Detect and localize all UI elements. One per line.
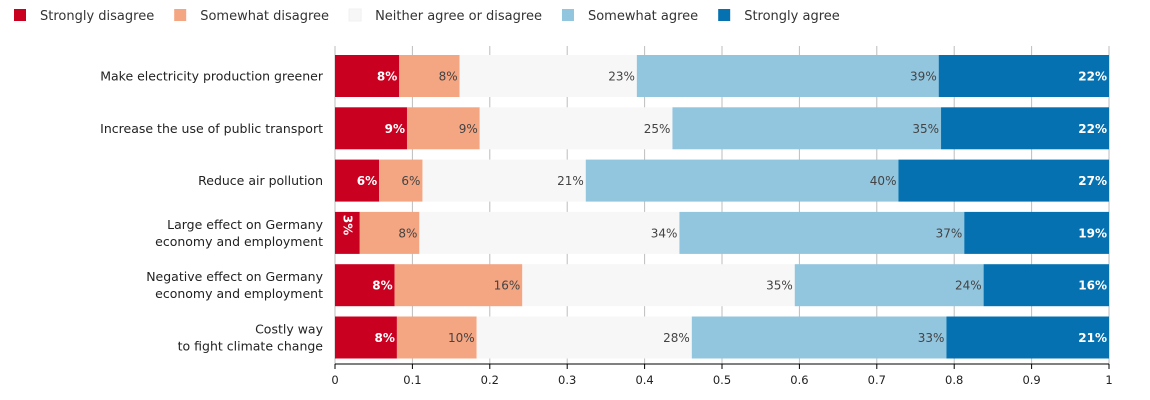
- data-label: 8%: [375, 331, 395, 345]
- data-label: 8%: [439, 70, 458, 84]
- bar-neither-agree-or-disagree: [522, 264, 795, 307]
- legend-label-strongly-agree: Strongly agree: [744, 9, 840, 24]
- data-label: 39%: [910, 70, 937, 84]
- x-tick-label: 0.3: [558, 373, 576, 387]
- legend-label-strongly-disagree: Strongly disagree: [40, 9, 154, 24]
- x-tick-label: 0.4: [635, 373, 653, 387]
- data-label: 6%: [401, 174, 420, 188]
- data-label: 10%: [448, 331, 475, 345]
- bar-strongly-agree: [941, 107, 1109, 150]
- x-axis: 0 0.1 0.2 0.3 0.4 0.5 0.6 0.7 0.8 0.9 1: [331, 363, 1113, 387]
- x-tick-label: 0.6: [790, 373, 808, 387]
- x-tick-label: 0.5: [713, 373, 731, 387]
- category-label: to fight climate change: [178, 339, 324, 354]
- category-label: Negative effect on Germany: [146, 269, 323, 284]
- data-label: 6%: [357, 174, 377, 188]
- bar-somewhat-disagree: [379, 159, 423, 202]
- data-label: 9%: [459, 122, 478, 136]
- x-tick-label: 0.8: [945, 373, 963, 387]
- data-label: 35%: [766, 279, 793, 293]
- bar-somewhat-agree: [794, 264, 984, 307]
- bar-somewhat-agree: [636, 55, 939, 97]
- x-tick-label: 0.2: [481, 373, 499, 387]
- data-label: 19%: [1078, 226, 1107, 240]
- bar-somewhat-disagree: [406, 107, 480, 150]
- bar-strongly-agree: [898, 159, 1109, 202]
- category-label: economy and employment: [155, 234, 323, 249]
- category-label: Large effect on Germany: [167, 217, 323, 232]
- bar-strongly-agree: [946, 316, 1109, 359]
- data-label: 21%: [557, 174, 584, 188]
- bar-somewhat-agree: [585, 159, 899, 202]
- legend-swatch-neither-agree-or-disagree: [348, 8, 362, 22]
- bar-neither-agree-or-disagree: [459, 55, 637, 97]
- bar-neither-agree-or-disagree: [476, 316, 692, 359]
- bars: 8% 8% 23% 39% 22% 9% 9% 25% 35% 22% 6% 6% 21% 40% 27% 3…: [335, 55, 1109, 359]
- bar-strongly-agree: [983, 264, 1109, 307]
- x-tick-label: 0: [331, 373, 338, 387]
- bar-strongly-disagree: [335, 264, 395, 307]
- bar-somewhat-disagree: [359, 211, 420, 254]
- x-tick-label: 0.7: [868, 373, 886, 387]
- data-label: 37%: [936, 226, 963, 240]
- data-label: 8%: [372, 279, 392, 293]
- data-label: 35%: [912, 122, 939, 136]
- bar-somewhat-agree: [679, 211, 965, 254]
- x-tick-label: 0.1: [403, 373, 421, 387]
- category-labels: Make electricity production greener Incre…: [100, 69, 324, 354]
- legend-label-somewhat-disagree: Somewhat disagree: [200, 9, 329, 24]
- data-label: 22%: [1078, 70, 1107, 84]
- bar-neither-agree-or-disagree: [479, 107, 673, 150]
- x-tick-label: 1: [1105, 373, 1112, 387]
- data-label: 25%: [644, 122, 671, 136]
- bar-strongly-disagree: [335, 107, 407, 150]
- bar-strongly-disagree: [335, 159, 380, 202]
- bar-somewhat-disagree: [399, 55, 460, 97]
- data-label: 23%: [608, 70, 635, 84]
- bar-neither-agree-or-disagree: [419, 211, 680, 254]
- data-label: 22%: [1078, 122, 1107, 136]
- bar-strongly-disagree: [335, 55, 400, 97]
- bar-somewhat-agree: [691, 316, 947, 359]
- data-label: 28%: [663, 331, 690, 345]
- bar-strongly-agree: [964, 211, 1109, 254]
- bar-strongly-disagree: [335, 316, 397, 359]
- bar-strongly-agree: [938, 55, 1109, 97]
- category-label: Reduce air pollution: [198, 173, 323, 188]
- category-label: Make electricity production greener: [100, 69, 324, 84]
- data-label: 8%: [377, 70, 397, 84]
- legend-swatch-somewhat-agree: [561, 9, 574, 21]
- data-label: 33%: [918, 331, 945, 345]
- data-label: 16%: [494, 279, 521, 293]
- bar-somewhat-disagree: [394, 264, 523, 307]
- category-label: Costly way: [255, 322, 324, 337]
- bar-strongly-disagree: [335, 211, 360, 254]
- data-label: 21%: [1078, 331, 1107, 345]
- data-label: 3%: [340, 215, 354, 235]
- grid: [334, 46, 1110, 364]
- legend-label-somewhat-agree: Somewhat agree: [588, 9, 698, 24]
- bar-somewhat-disagree: [396, 316, 477, 359]
- category-label: Increase the use of public transport: [100, 121, 323, 136]
- data-label: 24%: [955, 279, 982, 293]
- category-label: economy and employment: [155, 286, 323, 301]
- legend-swatch-strongly-agree: [718, 9, 731, 21]
- bar-neither-agree-or-disagree: [422, 159, 586, 202]
- legend-swatch-strongly-disagree: [14, 9, 26, 21]
- legend-swatch-somewhat-disagree: [174, 9, 187, 21]
- data-label: 16%: [1078, 279, 1107, 293]
- data-label: 27%: [1078, 174, 1107, 188]
- legend: Strongly disagree Somewhat disagree Neithe…: [14, 8, 840, 24]
- x-tick-label: 0.9: [1022, 373, 1040, 387]
- legend-label-neither-agree-or-disagree: Neither agree or disagree: [375, 9, 542, 24]
- data-label: 9%: [385, 122, 405, 136]
- bar-somewhat-agree: [672, 107, 942, 150]
- data-label: 34%: [651, 226, 678, 240]
- data-label: 40%: [870, 174, 897, 188]
- data-label: 8%: [398, 226, 417, 240]
